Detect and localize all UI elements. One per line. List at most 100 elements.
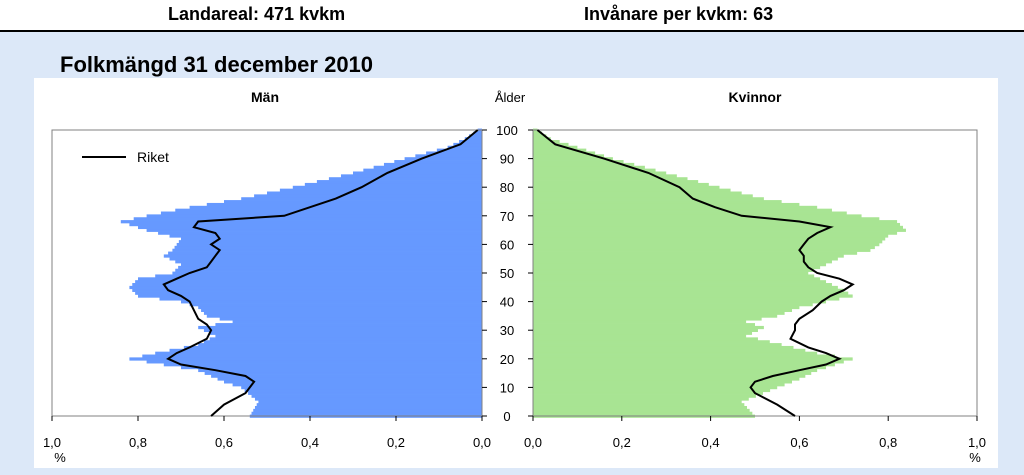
- age-tick-label-10: 10: [500, 380, 514, 395]
- bar-men-age-78: [267, 191, 482, 195]
- bar-men-age-68: [120, 220, 483, 224]
- age-tick-label-80: 80: [500, 180, 514, 195]
- bar-men-age-63: [169, 234, 483, 238]
- bar-men-age-39: [189, 303, 482, 307]
- bar-women-age-73: [533, 205, 818, 210]
- bar-men-age-16: [198, 368, 482, 373]
- left-x-tick-label-0: 1,0: [43, 435, 61, 450]
- bar-women-age-75: [533, 200, 782, 204]
- bar-men-age-14: [211, 374, 482, 378]
- bar-men-age-33: [232, 320, 482, 324]
- bar-women-age-96: [533, 140, 560, 144]
- bar-men-age-54: [175, 260, 482, 264]
- bar-men-age-19: [146, 360, 482, 364]
- age-tick-label-60: 60: [500, 237, 514, 252]
- bar-men-age-11: [232, 383, 482, 387]
- bar-women-age-1: [533, 411, 753, 415]
- bar-men-age-75: [224, 200, 482, 204]
- bar-women-age-97: [533, 137, 551, 141]
- bar-men-age-15: [204, 371, 482, 375]
- bar-men-age-70: [146, 214, 482, 218]
- bar-women-age-15: [533, 371, 812, 375]
- bar-men-age-93: [436, 148, 482, 152]
- bar-women-age-58: [533, 248, 871, 252]
- bar-women-age-14: [533, 374, 806, 378]
- bar-women-age-46: [533, 283, 832, 287]
- bar-men-age-25: [198, 343, 482, 347]
- right-x-tick-label-1: 0,2: [613, 435, 631, 450]
- bar-men-age-26: [203, 340, 482, 344]
- bar-men-age-95: [453, 142, 482, 147]
- bar-men-age-9: [244, 388, 482, 393]
- bar-women-age-40: [533, 300, 827, 304]
- bar-women-age-51: [533, 268, 815, 272]
- bar-women-age-64: [533, 231, 898, 235]
- bar-women-age-99: [533, 131, 542, 135]
- bar-men-age-52: [178, 265, 482, 270]
- right-x-tick-label-4: 0,8: [879, 435, 897, 450]
- bar-men-age-96: [459, 140, 482, 144]
- bar-women-age-68: [533, 220, 898, 224]
- bar-men-age-58: [172, 248, 482, 252]
- bar-women-age-85: [533, 171, 667, 175]
- bar-men-age-3: [254, 406, 482, 410]
- bar-men-age-31: [198, 325, 482, 330]
- bar-men-age-40: [181, 300, 482, 304]
- bar-women-age-71: [533, 211, 847, 215]
- bar-women-age-53: [533, 263, 827, 267]
- bar-men-age-23: [169, 348, 483, 353]
- bar-women-age-13: [533, 377, 800, 381]
- bar-women-age-54: [533, 260, 832, 264]
- bar-men-age-55: [169, 257, 483, 261]
- bar-women-age-67: [533, 222, 901, 227]
- age-tick-label-100: 100: [496, 123, 518, 138]
- bar-men-age-60: [176, 242, 482, 247]
- bar-women-age-90: [533, 157, 613, 161]
- age-axis: 0 10 20 30 40 50 60 70 80 90 100: [482, 123, 533, 424]
- age-tick-label-90: 90: [500, 152, 514, 167]
- age-tick-label-50: 50: [500, 266, 514, 281]
- bar-men-age-42: [138, 294, 482, 298]
- bar-women-age-93: [533, 148, 587, 152]
- bar-men-age-20: [129, 357, 482, 361]
- bar-men-age-66: [138, 225, 482, 230]
- bar-men-age-87: [373, 165, 482, 169]
- bar-men-age-65: [146, 228, 482, 232]
- left-chart-title: Män: [251, 89, 279, 105]
- bar-men-age-28: [215, 334, 482, 338]
- bar-women-age-6: [533, 397, 749, 401]
- riket-line-women: [536, 129, 855, 417]
- bar-women-age-37: [533, 308, 792, 312]
- bar-men-age-44: [132, 288, 482, 292]
- right-x-unit: %: [969, 450, 981, 465]
- bar-men-age-64: [158, 231, 483, 235]
- right-x-tick-label-3: 0,6: [790, 435, 808, 450]
- bar-men-age-47: [135, 280, 482, 284]
- bar-women-age-57: [533, 251, 858, 255]
- bar-men-age-56: [163, 254, 483, 258]
- bar-men-age-38: [198, 305, 482, 310]
- left-x-tick-label-5: 0,0: [473, 435, 491, 450]
- bar-women-age-83: [533, 177, 688, 181]
- bar-women-age-18: [533, 363, 835, 367]
- bar-men-age-57: [168, 251, 482, 255]
- bar-women-age-34: [533, 317, 762, 321]
- right-chart-title: Kvinnor: [729, 89, 782, 105]
- bar-women-age-98: [533, 134, 547, 138]
- bar-women-age-61: [533, 240, 883, 244]
- bar-women-age-74: [533, 202, 800, 207]
- bar-men-age-32: [215, 323, 482, 327]
- bar-men-age-76: [241, 197, 482, 201]
- bar-women-age-2: [533, 408, 750, 413]
- bar-men-age-99: [473, 131, 482, 135]
- bar-men-age-24: [183, 345, 482, 350]
- bar-men-age-22: [155, 351, 482, 355]
- left-x-unit: %: [54, 450, 66, 465]
- riket-line-men: [162, 129, 479, 417]
- bar-women-age-60: [533, 242, 880, 247]
- bar-women-age-20: [533, 357, 853, 361]
- bar-women-age-21: [533, 354, 835, 358]
- bar-women-age-16: [533, 368, 818, 373]
- bar-women-age-55: [533, 257, 838, 261]
- bar-women-age-50: [533, 271, 809, 275]
